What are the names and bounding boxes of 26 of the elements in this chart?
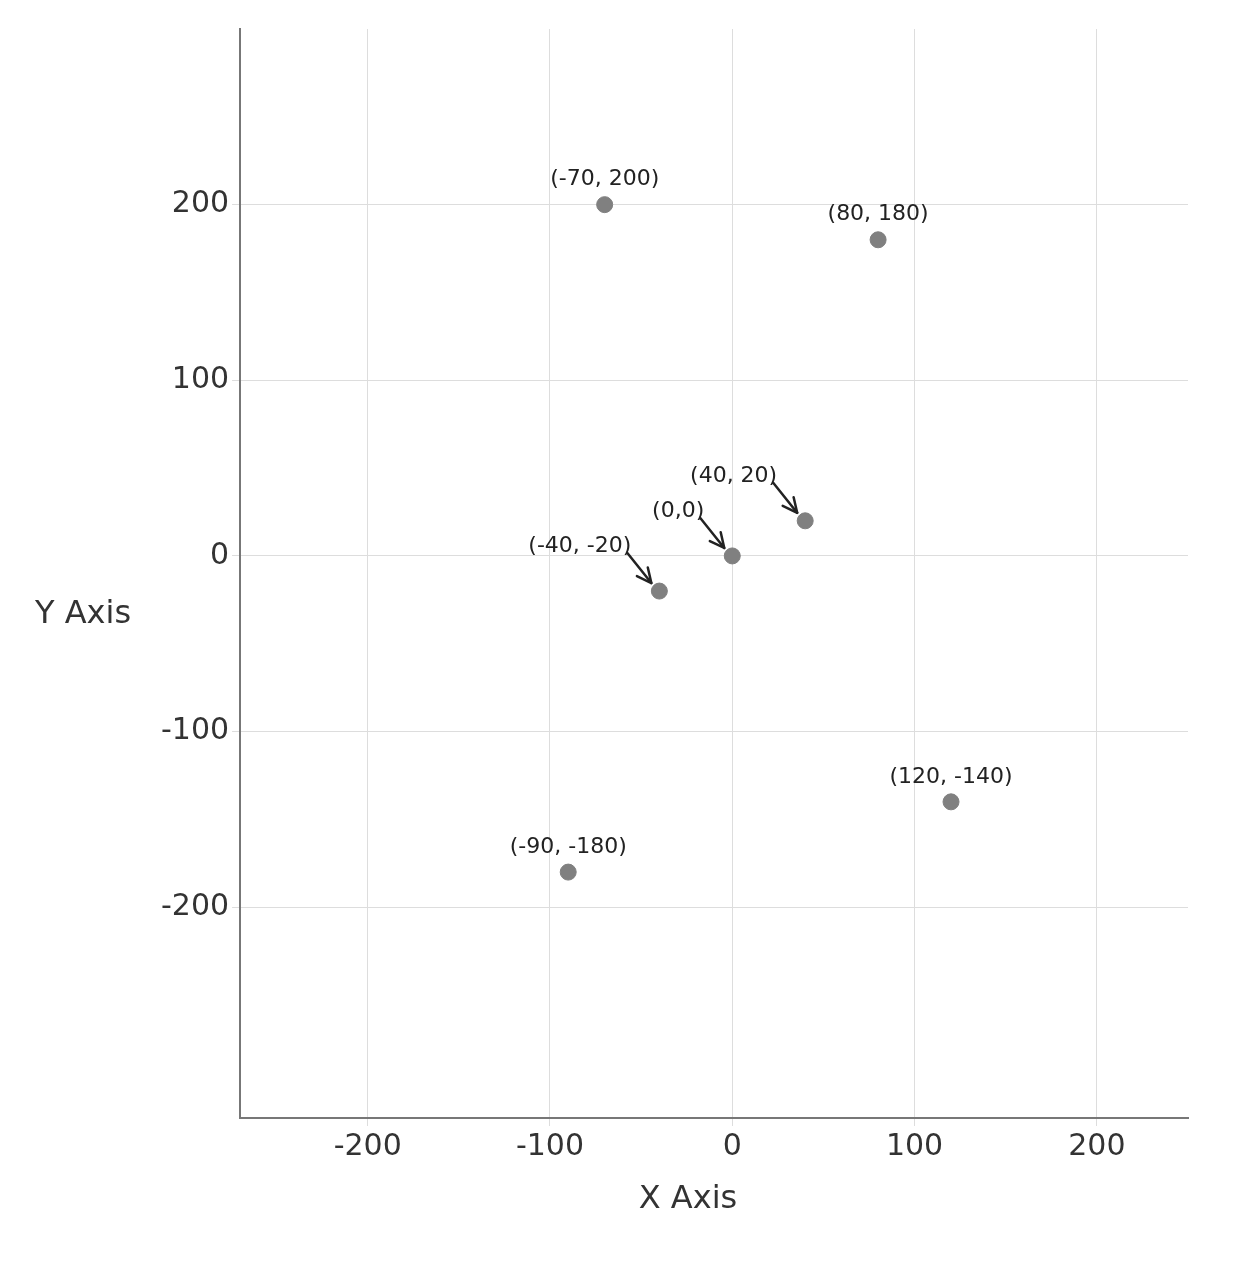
point	[596, 196, 614, 214]
data-label: (120, -140)	[889, 762, 1013, 788]
x-tick-label: 100	[885, 1126, 944, 1162]
y-tick-label: 0	[209, 535, 230, 571]
point	[796, 512, 814, 530]
x-tick-label: -100	[515, 1126, 585, 1162]
point	[723, 547, 741, 565]
x-tick-label: 200	[1068, 1126, 1126, 1162]
y-tick-label: -200	[160, 887, 230, 923]
x-axis-title: X Axis	[637, 1178, 739, 1216]
y-tick-label: 100	[171, 360, 230, 396]
x-tick-label: 0	[722, 1126, 742, 1162]
data-label: (-70, 200)	[550, 165, 660, 191]
annotation: (40, 20)	[690, 461, 778, 487]
y-axis-title: Y Axis	[33, 593, 133, 631]
point	[650, 582, 668, 600]
point	[869, 231, 887, 249]
data-label: (80, 180)	[827, 200, 929, 226]
x-tick-label: -200	[333, 1126, 402, 1162]
annotation: (0,0)	[652, 496, 705, 522]
annotation: (-40, -20)	[528, 531, 632, 557]
point	[942, 793, 960, 811]
data-label: (-90, -180)	[509, 832, 627, 858]
y-tick-label: 200	[171, 184, 230, 220]
point	[559, 863, 577, 881]
y-tick-label: -100	[160, 711, 230, 747]
